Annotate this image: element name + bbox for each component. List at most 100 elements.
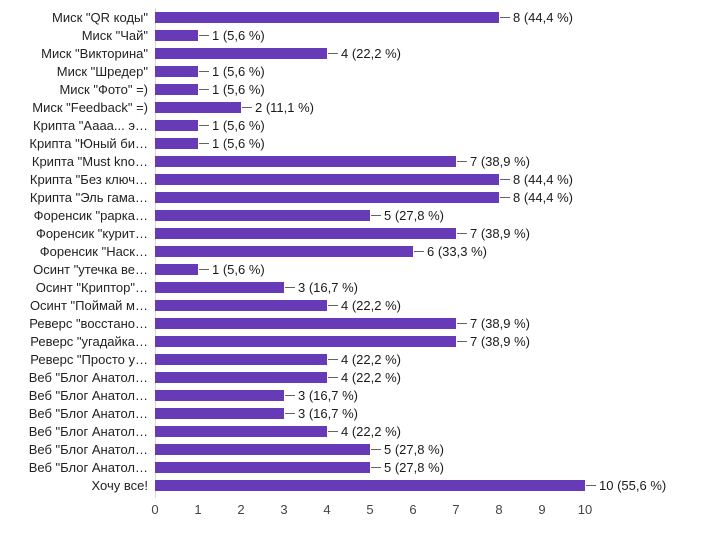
- value-annotation: 8 (44,4 %): [500, 188, 573, 206]
- bar: [155, 335, 456, 347]
- chart-row: Веб "Блог Анатол… 4 (22,2 %): [0, 368, 702, 386]
- bar-track: 7 (38,9 %): [155, 224, 585, 242]
- bar-track: 3 (16,7 %): [155, 404, 585, 422]
- bar: [155, 83, 198, 95]
- value-label: 6 (33,3 %): [427, 243, 487, 259]
- bar: [155, 461, 370, 473]
- bar-track: 10 (55,6 %): [155, 476, 666, 494]
- bar-track: 4 (22,2 %): [155, 350, 585, 368]
- value-label: 1 (5,6 %): [212, 27, 265, 43]
- category-label: Веб "Блог Анатол…: [28, 423, 148, 439]
- bar-track: 3 (16,7 %): [155, 278, 585, 296]
- bar-track: 1 (5,6 %): [155, 134, 585, 152]
- category-label: Реверс "восстано…: [29, 315, 148, 331]
- value-annotation: 4 (22,2 %): [328, 296, 401, 314]
- value-label: 7 (38,9 %): [470, 153, 530, 169]
- annotation-stem: [199, 34, 209, 36]
- annotation-stem: [586, 484, 596, 486]
- bar: [155, 425, 327, 437]
- chart-row: Миск "Шредер" 1 (5,6 %): [0, 62, 702, 80]
- chart-row: Веб "Блог Анатол… 3 (16,7 %): [0, 404, 702, 422]
- value-annotation: 1 (5,6 %): [199, 134, 265, 152]
- category-label: Веб "Блог Анатол…: [28, 369, 148, 385]
- annotation-stem: [199, 142, 209, 144]
- bar: [155, 443, 370, 455]
- value-annotation: 4 (22,2 %): [328, 368, 401, 386]
- category-label: Миск "Feedback" =): [32, 99, 148, 115]
- annotation-stem: [371, 448, 381, 450]
- value-label: 8 (44,4 %): [513, 171, 573, 187]
- category-label: Веб "Блог Анатол…: [28, 459, 148, 475]
- bar: [155, 173, 499, 185]
- bar-track: 5 (27,8 %): [155, 206, 585, 224]
- bar-track: 3 (16,7 %): [155, 386, 585, 404]
- value-annotation: 5 (27,8 %): [371, 206, 444, 224]
- bar: [155, 209, 370, 221]
- value-annotation: 8 (44,4 %): [500, 8, 573, 26]
- value-label: 7 (38,9 %): [470, 225, 530, 241]
- bar-track: 5 (27,8 %): [155, 458, 585, 476]
- value-annotation: 4 (22,2 %): [328, 422, 401, 440]
- bar-track: 6 (33,3 %): [155, 242, 585, 260]
- value-annotation: 5 (27,8 %): [371, 458, 444, 476]
- bar-track: 7 (38,9 %): [155, 314, 585, 332]
- category-label: Миск "Викторина": [41, 45, 148, 61]
- annotation-stem: [500, 196, 510, 198]
- x-axis-tick: 10: [577, 502, 593, 517]
- category-label: Осинт "Криптор"…: [35, 279, 148, 295]
- bar: [155, 389, 284, 401]
- value-label: 4 (22,2 %): [341, 351, 401, 367]
- bar: [155, 101, 241, 113]
- value-annotation: 8 (44,4 %): [500, 170, 573, 188]
- bar: [155, 227, 456, 239]
- bar: [155, 299, 327, 311]
- category-label: Крипта "Аааа... э…: [33, 117, 148, 133]
- value-annotation: 10 (55,6 %): [586, 476, 666, 494]
- x-axis-tick: 6: [409, 502, 417, 517]
- x-axis-tick: 9: [538, 502, 546, 517]
- annotation-stem: [199, 124, 209, 126]
- category-label: Крипта "Без ключ…: [29, 171, 148, 187]
- chart-row: Миск "Фото" =) 1 (5,6 %): [0, 80, 702, 98]
- value-label: 7 (38,9 %): [470, 333, 530, 349]
- chart-row: Крипта "Без ключ… 8 (44,4 %): [0, 170, 702, 188]
- category-label: Форенсик "курит…: [35, 225, 148, 241]
- value-label: 8 (44,4 %): [513, 9, 573, 25]
- chart-row: Реверс "Просто у… 4 (22,2 %): [0, 350, 702, 368]
- x-axis-tick: 3: [280, 502, 288, 517]
- category-label: Веб "Блог Анатол…: [28, 441, 148, 457]
- chart-row: Крипта "Must kno… 7 (38,9 %): [0, 152, 702, 170]
- bar: [155, 137, 198, 149]
- category-label: Крипта "Эль гама…: [29, 189, 148, 205]
- value-annotation: 3 (16,7 %): [285, 386, 358, 404]
- bar: [155, 11, 499, 23]
- bar-track: 1 (5,6 %): [155, 62, 585, 80]
- category-label: Крипта "Юный би…: [29, 135, 148, 151]
- value-label: 3 (16,7 %): [298, 387, 358, 403]
- annotation-stem: [285, 286, 295, 288]
- bar-track: 4 (22,2 %): [155, 296, 585, 314]
- bar-track: 2 (11,1 %): [155, 98, 585, 116]
- value-annotation: 7 (38,9 %): [457, 152, 530, 170]
- chart-row: Веб "Блог Анатол… 5 (27,8 %): [0, 440, 702, 458]
- bar: [155, 353, 327, 365]
- category-label: Реверс "угадайка…: [30, 333, 148, 349]
- chart-row: Осинт "Поймай м… 4 (22,2 %): [0, 296, 702, 314]
- value-label: 5 (27,8 %): [384, 207, 444, 223]
- value-label: 1 (5,6 %): [212, 135, 265, 151]
- value-annotation: 1 (5,6 %): [199, 80, 265, 98]
- chart-row: Реверс "угадайка… 7 (38,9 %): [0, 332, 702, 350]
- annotation-stem: [457, 160, 467, 162]
- value-annotation: 5 (27,8 %): [371, 440, 444, 458]
- value-annotation: 7 (38,9 %): [457, 224, 530, 242]
- chart-row: Крипта "Эль гама… 8 (44,4 %): [0, 188, 702, 206]
- x-axis-tick: 7: [452, 502, 460, 517]
- category-label: Форенсик "Наск…: [39, 243, 148, 259]
- chart-row: Миск "QR коды" 8 (44,4 %): [0, 8, 702, 26]
- value-annotation: 1 (5,6 %): [199, 260, 265, 278]
- annotation-stem: [414, 250, 424, 252]
- chart-row: Осинт "утечка ве… 1 (5,6 %): [0, 260, 702, 278]
- value-annotation: 3 (16,7 %): [285, 278, 358, 296]
- bar-track: 5 (27,8 %): [155, 440, 585, 458]
- chart-row: Крипта "Аааа... э… 1 (5,6 %): [0, 116, 702, 134]
